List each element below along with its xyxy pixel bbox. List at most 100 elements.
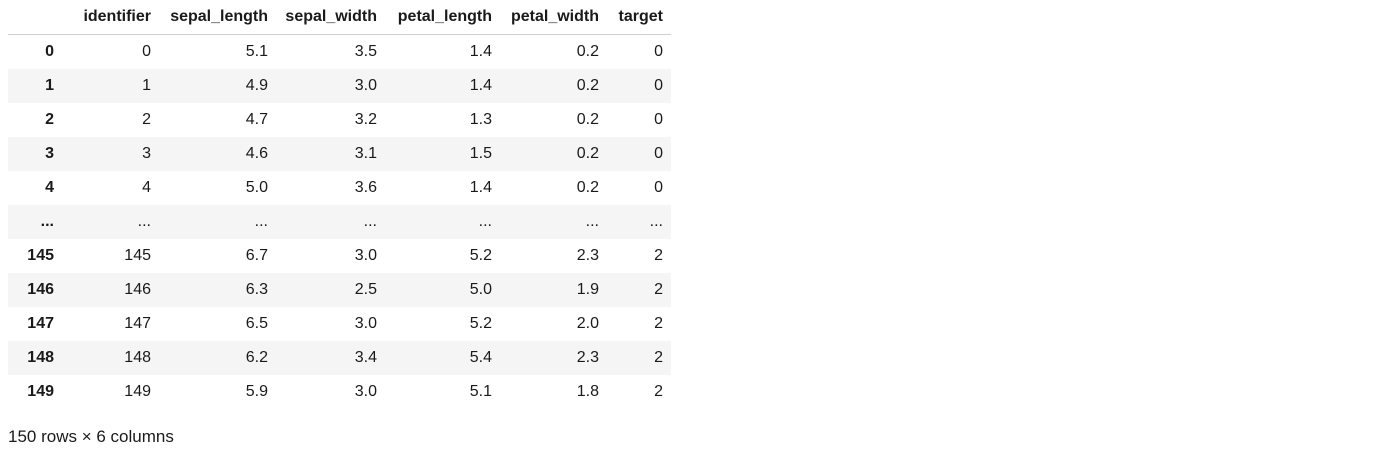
table-cell: 149: [124, 383, 151, 400]
table-cell: 3.0: [354, 383, 377, 400]
column-header-identifier: identifier: [62, 0, 159, 35]
table-row: 148 148 6.2 3.4 5.4 2.3 2: [8, 341, 671, 375]
table-cell: ...: [254, 213, 268, 230]
table-cell: 3.2: [354, 111, 377, 128]
table-row: 3 3 4.6 3.1 1.5 0.2 0: [8, 137, 671, 171]
table-cell: 1.4: [469, 179, 492, 196]
table-cell: 4.6: [245, 145, 268, 162]
row-index: 149: [27, 383, 54, 400]
table-cell: 0: [654, 179, 663, 196]
table-cell: 6.5: [245, 315, 268, 332]
row-index: 2: [45, 111, 54, 128]
table-row: 4 4 5.0 3.6 1.4 0.2 0: [8, 171, 671, 205]
table-cell: 3.0: [354, 77, 377, 94]
table-cell: 1: [142, 77, 151, 94]
table-cell: 2.3: [576, 349, 599, 366]
table-cell: 3.6: [354, 179, 377, 196]
table-cell: 5.4: [469, 349, 492, 366]
table-cell: 6.2: [245, 349, 268, 366]
table-cell: 0: [654, 43, 663, 60]
table-cell: 5.9: [245, 383, 268, 400]
column-header-sepal-width: sepal_width: [276, 0, 385, 35]
table-cell: 5.0: [469, 281, 492, 298]
table-row: 146 146 6.3 2.5 5.0 1.9 2: [8, 273, 671, 307]
table-cell: ...: [585, 213, 599, 230]
table-row: 0 0 5.1 3.5 1.4 0.2 0: [8, 35, 671, 70]
table-cell: 3.4: [354, 349, 377, 366]
table-cell: 6.3: [245, 281, 268, 298]
table-cell: 3.0: [354, 247, 377, 264]
column-header-sepal-length: sepal_length: [159, 0, 276, 35]
table-cell: 3.1: [354, 145, 377, 162]
table-cell: 0: [654, 77, 663, 94]
table-cell: 4.7: [245, 111, 268, 128]
row-index: 3: [45, 145, 54, 162]
table-cell: 0: [142, 43, 151, 60]
table-cell: 2: [654, 315, 663, 332]
table-cell: 0.2: [576, 179, 599, 196]
table-cell: 2: [654, 281, 663, 298]
table-cell: 0.2: [576, 77, 599, 94]
table-cell: 1.4: [469, 77, 492, 94]
table-row: 147 147 6.5 3.0 5.2 2.0 2: [8, 307, 671, 341]
table-cell: 0: [654, 111, 663, 128]
table-cell: 1.3: [469, 111, 492, 128]
table-cell: 148: [124, 349, 151, 366]
row-index: 4: [45, 179, 54, 196]
table-cell: 0.2: [576, 145, 599, 162]
table-cell: 1.4: [469, 43, 492, 60]
row-index: 1: [45, 77, 54, 94]
table-cell: 5.1: [469, 383, 492, 400]
table-cell: 5.2: [469, 315, 492, 332]
table-cell: 4.9: [245, 77, 268, 94]
table-row: 2 2 4.7 3.2 1.3 0.2 0: [8, 103, 671, 137]
table-cell: 146: [124, 281, 151, 298]
table-header: identifier sepal_length sepal_width peta…: [8, 0, 671, 35]
column-header-petal-width: petal_width: [500, 0, 607, 35]
table-cell: 4: [142, 179, 151, 196]
row-index: 147: [27, 315, 54, 332]
table-cell: 5.2: [469, 247, 492, 264]
table-cell: 5.0: [245, 179, 268, 196]
table-cell: ...: [649, 213, 663, 230]
table-row: .....................: [8, 205, 671, 239]
table-cell: 1.8: [576, 383, 599, 400]
table-cell: 147: [124, 315, 151, 332]
table-summary: 150 rows × 6 columns: [8, 427, 174, 446]
table-cell: 3.0: [354, 315, 377, 332]
table-cell: 2: [654, 247, 663, 264]
header-row: identifier sepal_length sepal_width peta…: [8, 0, 671, 35]
row-index: 0: [45, 43, 54, 60]
table-cell: 145: [124, 247, 151, 264]
column-header-target: target: [607, 0, 671, 35]
column-header-petal-length: petal_length: [385, 0, 500, 35]
table-cell: ...: [137, 213, 151, 230]
table-cell: 0: [654, 145, 663, 162]
table-row: 1 1 4.9 3.0 1.4 0.2 0: [8, 69, 671, 103]
table-row: 145 145 6.7 3.0 5.2 2.3 2: [8, 239, 671, 273]
table-cell: ...: [363, 213, 377, 230]
dataframe-output: identifier sepal_length sepal_width peta…: [8, 0, 671, 447]
dataframe-table: identifier sepal_length sepal_width peta…: [8, 0, 671, 409]
table-cell: 1.9: [576, 281, 599, 298]
table-body: 0 0 5.1 3.5 1.4 0.2 0 1 1 4.9 3.0 1.4 0.2 0 2 2 4.7 3.2 1.…: [8, 35, 671, 410]
table-cell: 6.7: [245, 247, 268, 264]
table-row: 149 149 5.9 3.0 5.1 1.8 2: [8, 375, 671, 409]
table-cell: 2: [142, 111, 151, 128]
row-index: ...: [40, 213, 54, 230]
table-cell: 0.2: [576, 43, 599, 60]
row-index: 145: [27, 247, 54, 264]
table-cell: 2.3: [576, 247, 599, 264]
table-cell: 3: [142, 145, 151, 162]
table-cell: 1.5: [469, 145, 492, 162]
table-cell: 0.2: [576, 111, 599, 128]
table-cell: 2.5: [354, 281, 377, 298]
table-cell: 3.5: [354, 43, 377, 60]
table-cell: 2.0: [576, 315, 599, 332]
row-index: 146: [27, 281, 54, 298]
table-cell: 2: [654, 349, 663, 366]
row-index: 148: [27, 349, 54, 366]
index-header: [8, 0, 62, 35]
table-cell: 2: [654, 383, 663, 400]
table-cell: ...: [478, 213, 492, 230]
